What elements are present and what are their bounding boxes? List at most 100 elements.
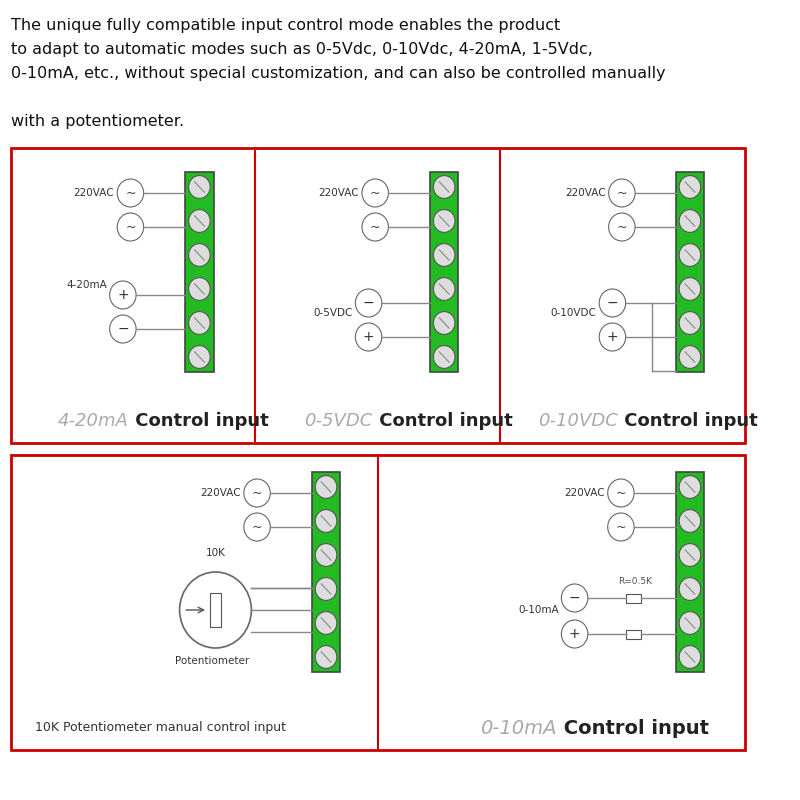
Text: +: +	[362, 330, 374, 344]
Circle shape	[315, 544, 337, 566]
Circle shape	[110, 315, 136, 343]
Bar	[11, 455, 745, 750]
Circle shape	[679, 278, 701, 300]
Circle shape	[189, 346, 210, 368]
Bar	[626, 630, 641, 638]
Circle shape	[562, 584, 588, 612]
Circle shape	[679, 646, 701, 669]
Circle shape	[679, 475, 701, 498]
Circle shape	[110, 281, 136, 309]
Circle shape	[679, 210, 701, 232]
Text: 4-20mA: 4-20mA	[58, 412, 129, 430]
Text: 0-10VDC: 0-10VDC	[550, 308, 596, 318]
Circle shape	[679, 611, 701, 634]
Circle shape	[434, 278, 455, 300]
Text: 10K Potentiometer manual control input: 10K Potentiometer manual control input	[35, 722, 286, 734]
Bar	[210, 593, 221, 627]
Circle shape	[244, 513, 270, 541]
Bar	[626, 594, 641, 602]
Bar	[430, 172, 458, 372]
Circle shape	[315, 510, 337, 533]
Text: 0-10VDC: 0-10VDC	[538, 412, 618, 430]
Text: ~: ~	[616, 521, 626, 534]
Circle shape	[679, 311, 701, 334]
Text: ~: ~	[370, 186, 381, 199]
Text: Control input: Control input	[618, 412, 758, 430]
Circle shape	[599, 323, 626, 351]
Text: to adapt to automatic modes such as 0-5Vdc, 0-10Vdc, 4-20mA, 1-5Vdc,: to adapt to automatic modes such as 0-5V…	[11, 42, 594, 57]
Circle shape	[434, 311, 455, 334]
Circle shape	[117, 179, 144, 207]
Circle shape	[362, 179, 389, 207]
Text: 0-5VDC: 0-5VDC	[313, 308, 353, 318]
Circle shape	[562, 620, 588, 648]
Circle shape	[679, 544, 701, 566]
Bar	[186, 172, 214, 372]
Circle shape	[434, 346, 455, 368]
Circle shape	[189, 210, 210, 232]
Text: +: +	[569, 627, 581, 641]
Circle shape	[315, 646, 337, 669]
Text: Potentiometer: Potentiometer	[175, 656, 249, 666]
Circle shape	[355, 323, 382, 351]
Text: ~: ~	[617, 186, 627, 199]
Circle shape	[679, 243, 701, 266]
Bar	[11, 148, 745, 443]
Circle shape	[117, 213, 144, 241]
Circle shape	[315, 475, 337, 498]
Text: 0-10mA, etc., without special customization, and can also be controlled manually: 0-10mA, etc., without special customizat…	[11, 66, 666, 81]
Text: ~: ~	[370, 221, 381, 234]
Circle shape	[679, 578, 701, 600]
Text: +: +	[606, 330, 618, 344]
Circle shape	[679, 510, 701, 533]
Text: Control input: Control input	[557, 718, 709, 738]
Circle shape	[244, 479, 270, 507]
Text: ~: ~	[617, 221, 627, 234]
Text: Control input: Control input	[129, 412, 268, 430]
Text: The unique fully compatible input control mode enables the product: The unique fully compatible input contro…	[11, 18, 561, 33]
Bar	[312, 472, 340, 672]
Circle shape	[608, 479, 634, 507]
Circle shape	[189, 278, 210, 300]
Text: −: −	[117, 322, 129, 336]
Text: 220VAC: 220VAC	[200, 488, 241, 498]
Circle shape	[315, 611, 337, 634]
Circle shape	[434, 176, 455, 198]
Text: 220VAC: 220VAC	[564, 488, 605, 498]
Circle shape	[679, 176, 701, 198]
Text: 220VAC: 220VAC	[565, 188, 606, 198]
Text: +: +	[117, 288, 129, 302]
Circle shape	[189, 243, 210, 266]
Text: −: −	[569, 591, 581, 605]
Text: −: −	[362, 296, 374, 310]
Text: ~: ~	[616, 486, 626, 499]
Circle shape	[679, 346, 701, 368]
Circle shape	[189, 311, 210, 334]
Circle shape	[355, 289, 382, 317]
Text: ~: ~	[125, 186, 136, 199]
Text: 0-10mA: 0-10mA	[518, 605, 558, 615]
Bar	[676, 472, 704, 672]
Text: −: −	[606, 296, 618, 310]
Circle shape	[434, 243, 455, 266]
Circle shape	[315, 578, 337, 600]
Text: 220VAC: 220VAC	[74, 188, 114, 198]
Text: 220VAC: 220VAC	[318, 188, 359, 198]
Circle shape	[609, 213, 635, 241]
Circle shape	[362, 213, 389, 241]
Circle shape	[609, 179, 635, 207]
Text: 4-20mA: 4-20mA	[66, 280, 106, 290]
Text: with a potentiometer.: with a potentiometer.	[11, 114, 185, 129]
Text: ~: ~	[252, 521, 262, 534]
Text: 0-5VDC: 0-5VDC	[305, 412, 373, 430]
Bar	[676, 172, 704, 372]
Text: ~: ~	[125, 221, 136, 234]
Text: Control input: Control input	[373, 412, 513, 430]
Circle shape	[608, 513, 634, 541]
Circle shape	[434, 210, 455, 232]
Circle shape	[179, 572, 251, 648]
Text: ~: ~	[252, 486, 262, 499]
Text: R=0.5K: R=0.5K	[618, 577, 652, 586]
Circle shape	[189, 176, 210, 198]
Text: 10K: 10K	[206, 548, 226, 558]
